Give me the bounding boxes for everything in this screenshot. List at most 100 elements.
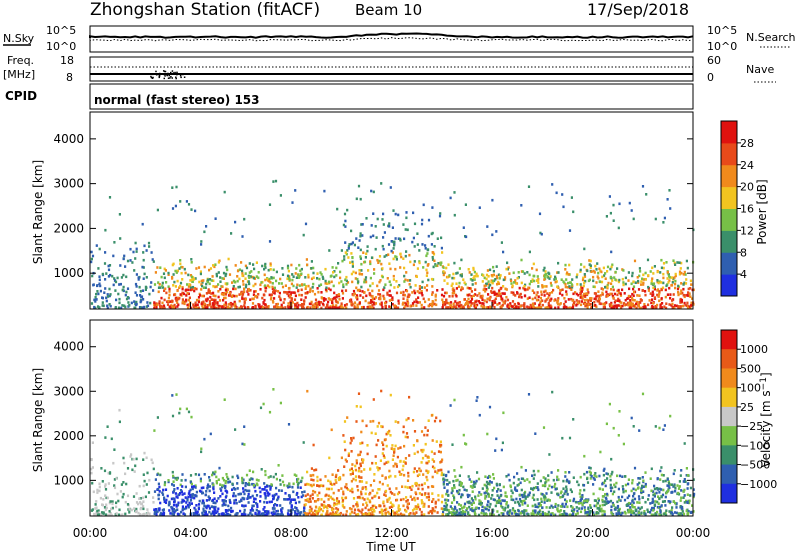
radar-cell <box>451 306 454 309</box>
radar-cell <box>191 288 194 291</box>
radar-cell <box>298 263 301 267</box>
radar-cell <box>630 511 633 515</box>
radar-cell <box>458 474 461 477</box>
radar-cell <box>569 306 572 309</box>
radar-cell <box>295 267 298 270</box>
colorbar-tick-label: 28 <box>740 137 754 150</box>
radar-cell <box>673 305 676 309</box>
radar-cell <box>183 507 186 511</box>
radar-cell <box>385 444 388 448</box>
radar-cell <box>237 493 240 496</box>
radar-cell <box>168 293 171 297</box>
radar-cell <box>399 446 402 449</box>
radar-cell <box>582 276 585 280</box>
radar-cell <box>148 292 151 296</box>
radar-cell <box>343 440 346 443</box>
radar-cell <box>358 480 361 483</box>
radar-cell <box>172 490 175 493</box>
radar-cell <box>96 284 99 287</box>
radar-cell <box>518 295 521 299</box>
radar-cell <box>392 257 395 261</box>
radar-cell <box>642 485 645 488</box>
radar-cell <box>334 478 337 482</box>
radar-cell <box>139 501 142 504</box>
radar-cell <box>307 275 310 279</box>
radar-cell <box>224 509 227 512</box>
radar-cell <box>504 491 507 494</box>
radar-cell <box>159 305 162 308</box>
radar-cell <box>411 302 415 305</box>
radar-cell <box>502 485 505 489</box>
radar-cell <box>601 488 604 491</box>
radar-cell <box>325 306 328 309</box>
radar-cell <box>314 509 317 513</box>
radar-cell <box>218 299 222 302</box>
radar-cell <box>637 304 640 308</box>
radar-cell <box>162 511 166 515</box>
radar-cell <box>510 495 513 498</box>
radar-cell <box>264 266 267 269</box>
nsearch-trace <box>89 37 694 42</box>
radar-cell <box>674 279 677 283</box>
radar-cell <box>234 488 237 491</box>
radar-cell <box>264 493 267 497</box>
radar-cell <box>614 299 617 303</box>
radar-cell <box>208 282 211 286</box>
radar-cell <box>121 288 124 292</box>
radar-cell <box>277 497 280 500</box>
radar-cell <box>397 421 400 424</box>
radar-cell <box>377 439 380 442</box>
radar-cell <box>686 493 689 496</box>
radar-cell <box>236 482 239 485</box>
radar-cell <box>306 291 309 294</box>
radar-cell <box>96 491 99 494</box>
radar-cell <box>174 476 177 480</box>
radar-cell <box>632 304 636 308</box>
radar-cell <box>369 262 372 266</box>
radar-cell <box>293 302 297 306</box>
radar-cell <box>149 301 152 305</box>
radar-cell <box>682 304 685 308</box>
radar-cell <box>351 470 354 473</box>
radar-cell <box>204 510 207 514</box>
radar-cell <box>196 306 199 310</box>
radar-cell <box>99 289 102 293</box>
radar-cell <box>343 304 347 307</box>
radar-cell <box>158 507 161 510</box>
radar-cell <box>267 305 270 308</box>
radar-cell <box>611 263 614 267</box>
radar-cell <box>491 508 494 511</box>
radar-cell <box>105 299 108 303</box>
radar-cell <box>164 501 168 504</box>
radar-cell <box>174 269 177 273</box>
radar-cell <box>263 500 266 504</box>
radar-cell <box>159 266 162 269</box>
radar-cell <box>406 304 409 308</box>
radar-cell <box>523 495 526 498</box>
radar-cell <box>268 279 271 283</box>
radar-cell <box>610 508 613 512</box>
radar-cell <box>163 267 166 271</box>
radar-cell <box>314 500 317 503</box>
radar-cell <box>632 294 635 297</box>
radar-cell <box>515 306 518 309</box>
radar-cell <box>241 297 244 300</box>
radar-cell <box>613 304 616 308</box>
radar-cell <box>351 256 354 259</box>
radar-cell <box>453 289 456 292</box>
radar-cell <box>215 480 218 483</box>
radar-cell <box>135 492 138 495</box>
radar-cell <box>216 301 219 305</box>
noise-panel: N.Sky 10^5 10^0 10^5 10^0 N.Search <box>3 24 796 53</box>
radar-cell <box>473 482 476 485</box>
radar-cell <box>160 275 163 279</box>
radar-cell <box>685 509 688 513</box>
radar-cell <box>406 486 409 489</box>
radar-cell <box>445 306 448 310</box>
radar-cell <box>421 218 424 222</box>
radar-cell <box>390 505 393 509</box>
radar-cell <box>293 510 297 513</box>
radar-cell <box>275 492 278 496</box>
radar-cell <box>665 509 668 512</box>
radar-cell <box>349 473 352 476</box>
